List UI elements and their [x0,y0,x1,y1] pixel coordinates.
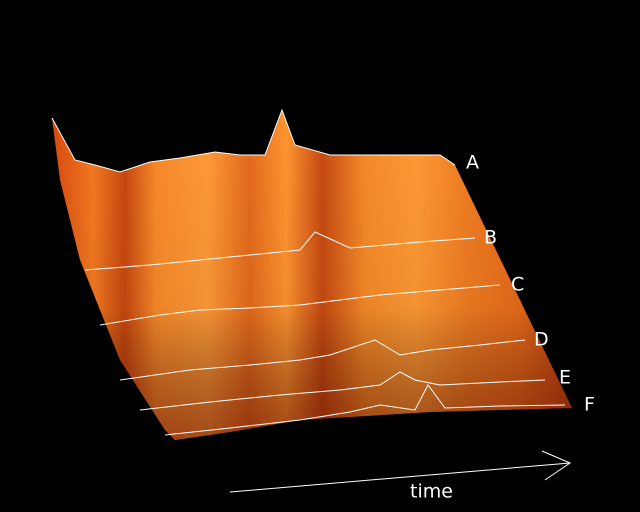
curve-f [164,384,566,436]
curve-label: F [584,394,595,416]
curve-c [99,284,501,326]
curve-d [119,339,526,381]
curve-label: A [466,152,479,174]
curve-label: E [559,367,571,389]
curve-label: D [534,329,549,351]
axis-label: time [410,481,453,503]
curve-a [51,108,456,173]
curve-b [84,231,476,271]
curve-label: C [511,274,524,296]
surface [52,110,572,440]
time-arrow [229,450,572,493]
curve-e [139,371,546,411]
curve-label: B [484,227,497,249]
